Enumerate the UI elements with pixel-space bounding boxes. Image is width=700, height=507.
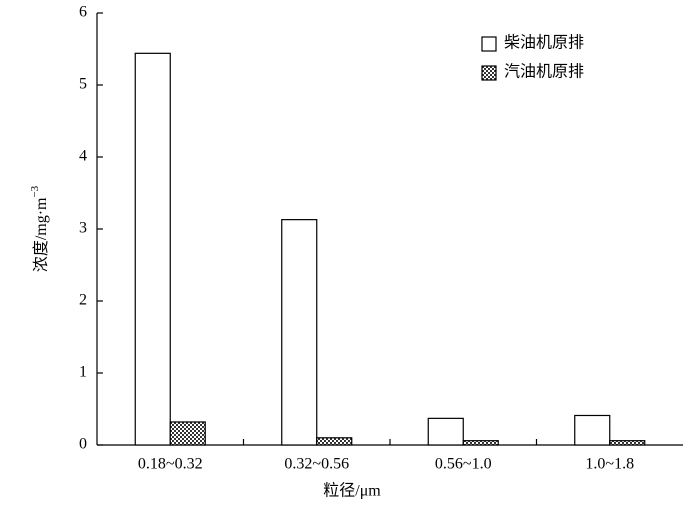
- y-axis-label-sup: −3: [29, 185, 41, 197]
- legend-label: 汽油机原排: [504, 63, 584, 81]
- x-tick-label: 0.32~0.56: [284, 456, 349, 473]
- bar: [134, 52, 171, 446]
- y-axis-label-main: 浓度/mg·m: [32, 197, 50, 272]
- y-tick-label: 3: [79, 220, 87, 237]
- x-tick-label: 0.18~0.32: [138, 456, 203, 473]
- y-tick-label: 6: [79, 4, 87, 21]
- bar: [462, 440, 499, 446]
- y-tick-label: 2: [79, 292, 87, 309]
- bar: [316, 437, 353, 446]
- legend-swatch: [481, 36, 497, 52]
- bar: [281, 219, 318, 446]
- bar: [574, 414, 611, 446]
- legend-swatch: [481, 65, 497, 81]
- y-tick-label: 1: [79, 364, 87, 381]
- bar: [609, 440, 646, 446]
- x-axis-label: 粒径/μm: [323, 482, 381, 500]
- bar: [169, 421, 206, 446]
- bar: [427, 417, 464, 446]
- x-tick-label: 0.56~1.0: [435, 456, 492, 473]
- y-tick-label: 4: [79, 148, 87, 165]
- legend-label: 柴油机原排: [504, 34, 584, 52]
- y-tick-label: 5: [79, 76, 87, 93]
- y-axis-label: 浓度/mg·m−3: [29, 185, 50, 272]
- y-tick-label: 0: [79, 436, 87, 453]
- x-tick-label: 1.0~1.8: [585, 456, 634, 473]
